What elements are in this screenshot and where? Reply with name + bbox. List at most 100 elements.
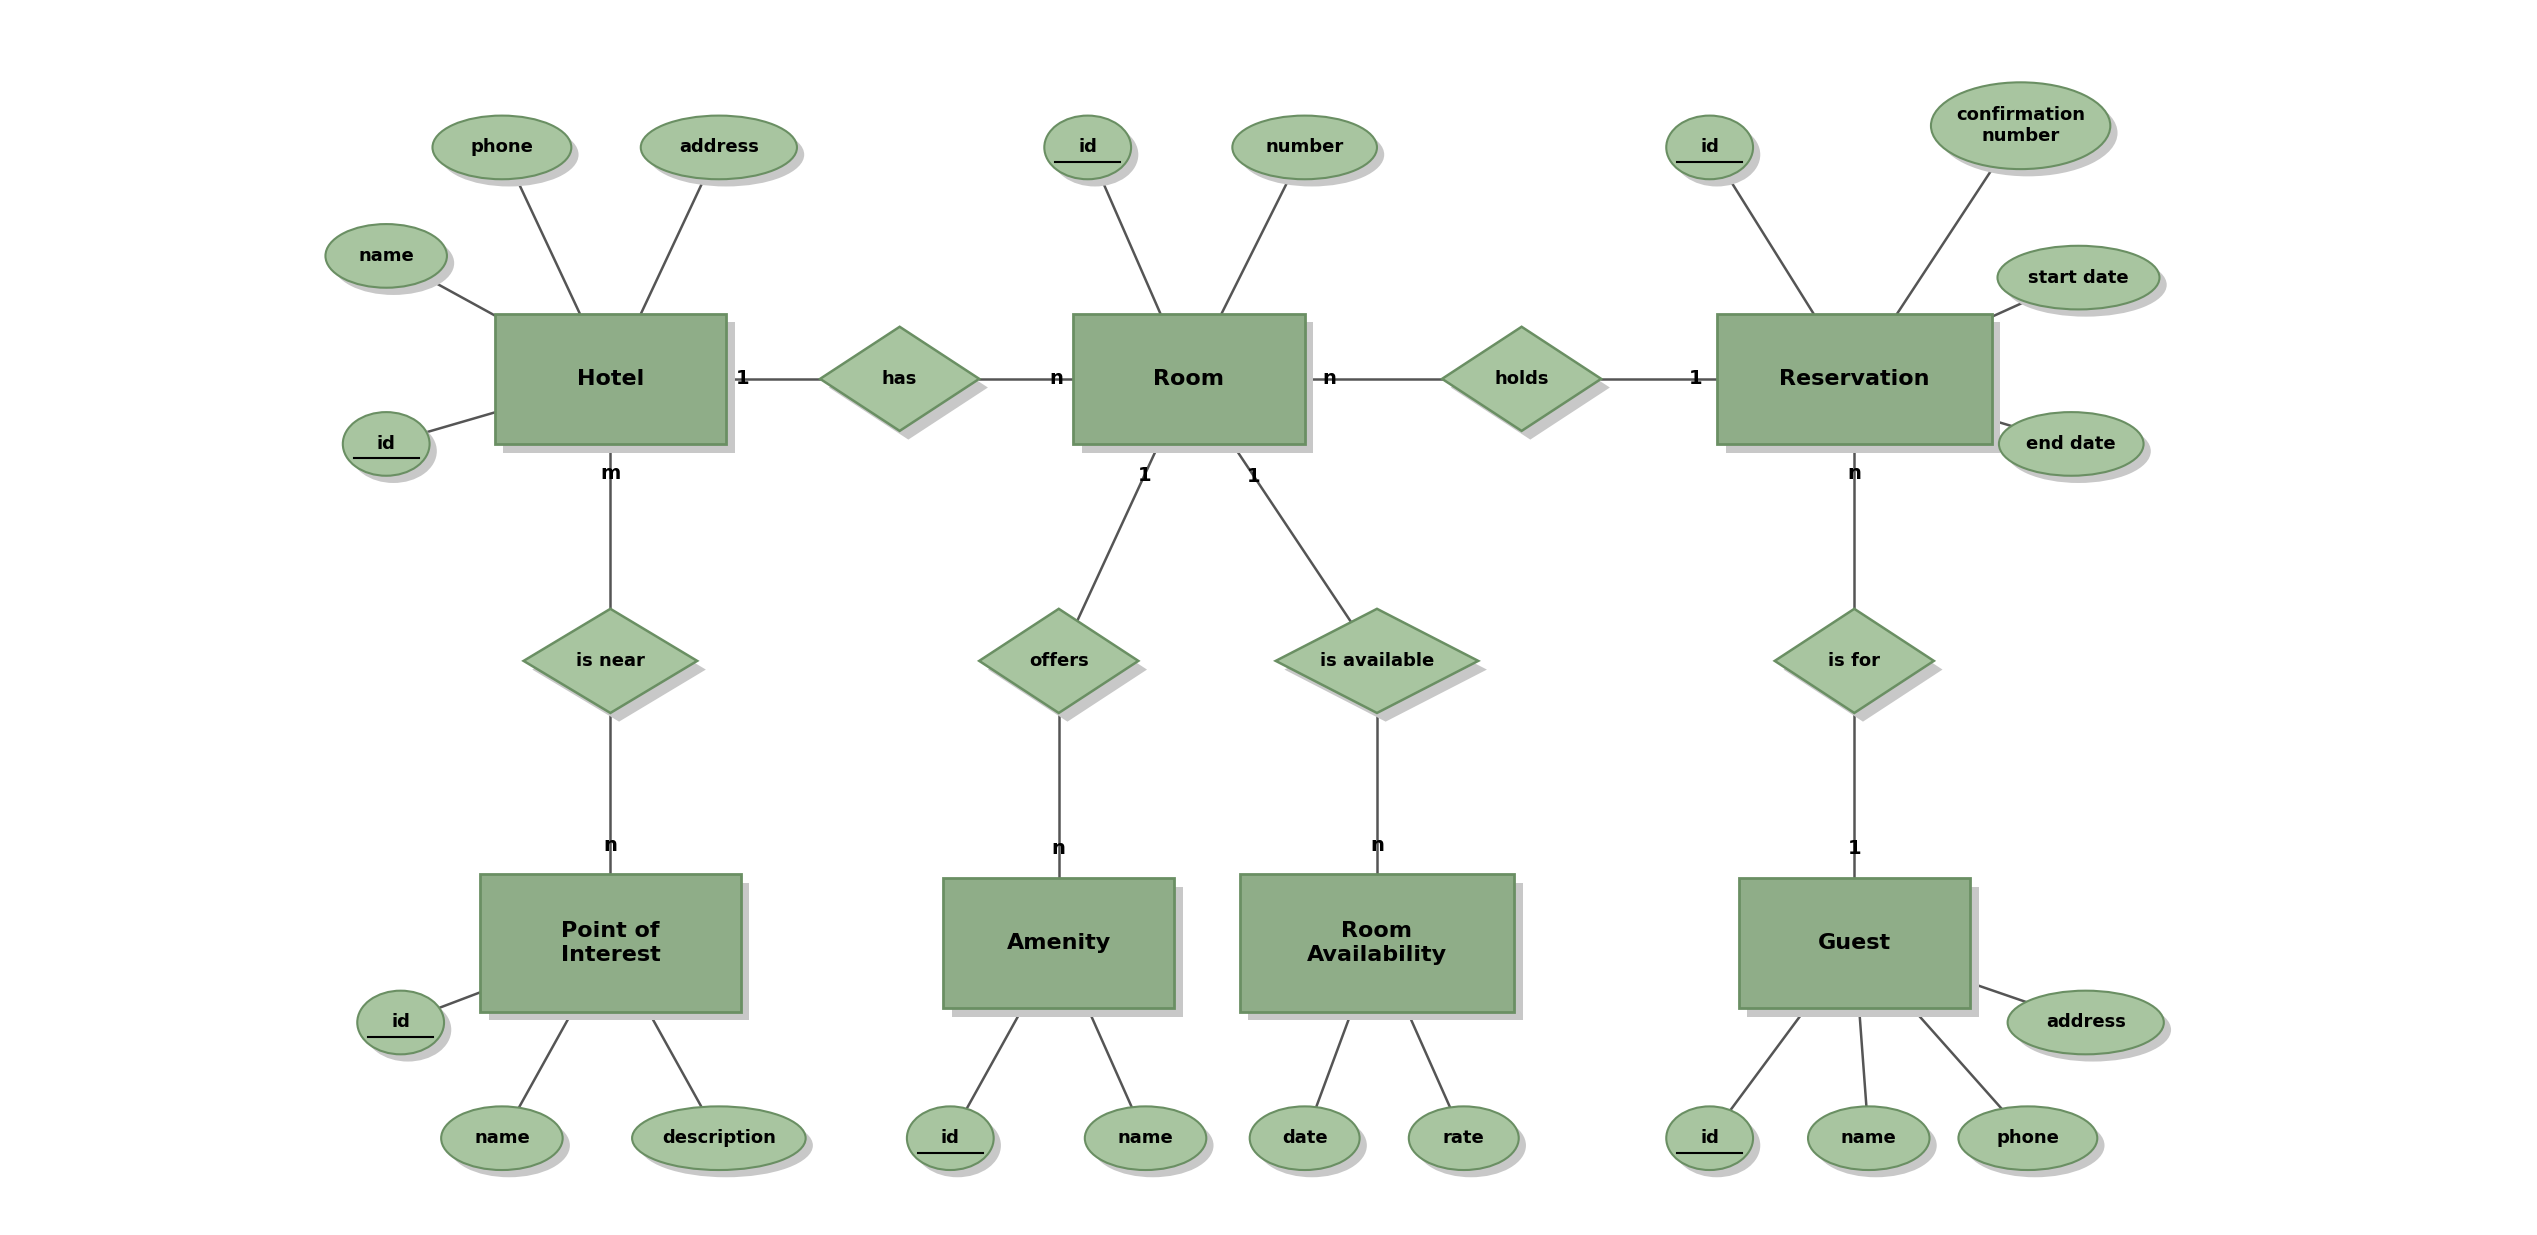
Ellipse shape: [1667, 1107, 1753, 1170]
Ellipse shape: [2007, 990, 2164, 1055]
Polygon shape: [1784, 618, 1943, 721]
Ellipse shape: [1091, 1114, 1213, 1177]
Text: name: name: [1119, 1129, 1175, 1147]
FancyBboxPatch shape: [1718, 314, 1992, 443]
Text: number: number: [1266, 138, 1345, 157]
Text: rate: rate: [1444, 1129, 1484, 1147]
Text: is near: is near: [576, 652, 644, 669]
FancyBboxPatch shape: [1241, 874, 1515, 1011]
Text: end date: end date: [2027, 435, 2116, 453]
Ellipse shape: [1674, 122, 1761, 186]
Text: 1: 1: [1246, 467, 1261, 485]
Polygon shape: [819, 327, 979, 431]
Text: description: description: [662, 1129, 776, 1147]
Text: Point of
Interest: Point of Interest: [561, 920, 660, 966]
Polygon shape: [1776, 609, 1933, 713]
Polygon shape: [523, 609, 698, 713]
Text: n: n: [604, 836, 616, 855]
Ellipse shape: [1667, 116, 1753, 179]
Ellipse shape: [642, 116, 797, 179]
Ellipse shape: [1809, 1107, 1931, 1170]
Ellipse shape: [1050, 122, 1139, 186]
Text: offers: offers: [1030, 652, 1088, 669]
Polygon shape: [1284, 618, 1487, 721]
Polygon shape: [1441, 327, 1601, 431]
FancyBboxPatch shape: [1081, 322, 1314, 452]
Ellipse shape: [632, 1107, 807, 1170]
Ellipse shape: [906, 1107, 995, 1170]
FancyBboxPatch shape: [951, 887, 1182, 1016]
Ellipse shape: [2004, 253, 2167, 316]
Text: address: address: [680, 138, 759, 157]
Ellipse shape: [639, 1114, 812, 1177]
FancyBboxPatch shape: [502, 322, 736, 452]
Ellipse shape: [441, 1107, 563, 1170]
Text: phone: phone: [469, 138, 533, 157]
Text: has: has: [883, 369, 918, 388]
Ellipse shape: [1959, 1107, 2098, 1170]
FancyBboxPatch shape: [479, 874, 741, 1011]
Text: m: m: [601, 464, 622, 483]
Ellipse shape: [1674, 1114, 1761, 1177]
Text: id: id: [1700, 1129, 1720, 1147]
Text: holds: holds: [1494, 369, 1550, 388]
Text: n: n: [1370, 836, 1383, 855]
Text: 1: 1: [1847, 839, 1862, 857]
Ellipse shape: [439, 122, 578, 186]
Text: Reservation: Reservation: [1778, 369, 1931, 389]
Ellipse shape: [1997, 246, 2159, 310]
Text: confirmation
number: confirmation number: [1956, 106, 2085, 146]
FancyBboxPatch shape: [1738, 878, 1971, 1008]
Text: Room: Room: [1154, 369, 1225, 389]
Ellipse shape: [2007, 420, 2151, 483]
Text: n: n: [1053, 839, 1066, 857]
Ellipse shape: [342, 412, 429, 475]
FancyBboxPatch shape: [1748, 887, 1979, 1016]
Text: name: name: [474, 1129, 530, 1147]
Ellipse shape: [1233, 116, 1378, 179]
FancyBboxPatch shape: [944, 878, 1175, 1008]
Ellipse shape: [1045, 116, 1132, 179]
FancyBboxPatch shape: [1073, 314, 1304, 443]
Text: id: id: [378, 435, 396, 453]
Ellipse shape: [1408, 1107, 1520, 1170]
Ellipse shape: [1416, 1114, 1525, 1177]
Ellipse shape: [431, 116, 571, 179]
Ellipse shape: [1938, 90, 2118, 177]
Ellipse shape: [358, 990, 444, 1055]
Text: Hotel: Hotel: [576, 369, 644, 389]
Polygon shape: [987, 618, 1147, 721]
Polygon shape: [1276, 609, 1479, 713]
Text: address: address: [2045, 1014, 2126, 1031]
Text: 1: 1: [1137, 467, 1152, 485]
Ellipse shape: [913, 1114, 1002, 1177]
Polygon shape: [533, 618, 705, 721]
Text: Guest: Guest: [1816, 932, 1890, 953]
Text: id: id: [941, 1129, 959, 1147]
Ellipse shape: [647, 122, 804, 186]
Text: Room
Availability: Room Availability: [1307, 920, 1446, 966]
Text: name: name: [1842, 1129, 1898, 1147]
FancyBboxPatch shape: [490, 883, 748, 1020]
Text: phone: phone: [1997, 1129, 2060, 1147]
Text: n: n: [1847, 464, 1862, 483]
Ellipse shape: [365, 998, 452, 1062]
Polygon shape: [979, 609, 1139, 713]
Ellipse shape: [449, 1114, 571, 1177]
Ellipse shape: [1256, 1114, 1367, 1177]
Ellipse shape: [325, 224, 447, 288]
Ellipse shape: [1241, 122, 1385, 186]
Text: id: id: [391, 1014, 411, 1031]
Text: is available: is available: [1319, 652, 1433, 669]
Text: n: n: [1050, 369, 1063, 388]
Ellipse shape: [1999, 412, 2144, 475]
Text: date: date: [1281, 1129, 1327, 1147]
Ellipse shape: [1251, 1107, 1360, 1170]
Text: id: id: [1700, 138, 1720, 157]
FancyBboxPatch shape: [1248, 883, 1522, 1020]
Ellipse shape: [1086, 1107, 1205, 1170]
Ellipse shape: [1966, 1114, 2106, 1177]
Ellipse shape: [350, 420, 436, 483]
Text: n: n: [1322, 369, 1337, 388]
Text: 1: 1: [1690, 369, 1702, 388]
